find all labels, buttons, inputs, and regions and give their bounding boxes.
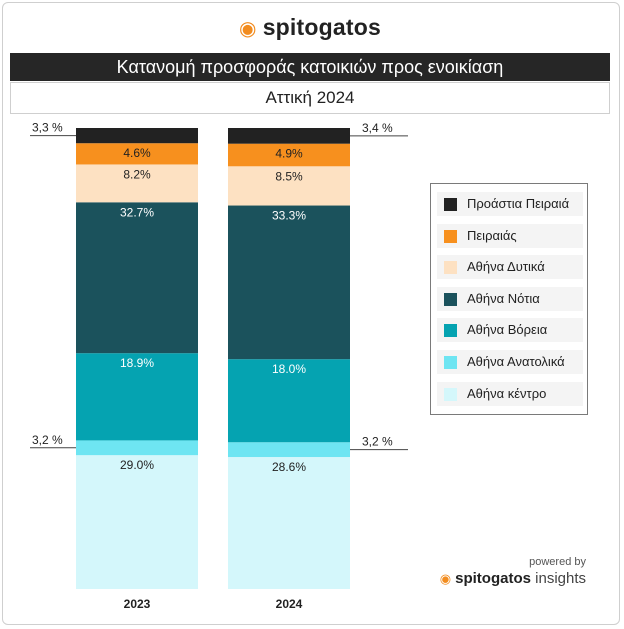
cat-icon: ◉ [239, 18, 257, 40]
bar-segment-2024-1 [228, 442, 350, 458]
data-label-2023-1: 3,2 % [32, 433, 63, 447]
legend-item: Αθήνα κέντρο [437, 381, 583, 406]
legend-item: Αθήνα Ανατολικά [437, 350, 583, 374]
bar-segment-2023-2 [76, 353, 198, 441]
bar-segment-2024-2 [228, 359, 350, 443]
bar-segment-2023-0 [76, 455, 198, 589]
legend-swatch [444, 356, 457, 369]
data-label-2023-6: 3,3 % [32, 121, 63, 135]
legend-label: Αθήνα Δυτικά [467, 259, 545, 275]
data-label-2024-0: 28.6% [272, 460, 306, 474]
bar-segment-2024-5 [228, 143, 350, 167]
powered-by-text: powered by [529, 556, 586, 568]
bar-segment-2023-1 [76, 440, 198, 456]
bar-segment-2023-4 [76, 164, 198, 203]
bar-segment-2023-5 [76, 143, 198, 165]
legend-item: Αθήνα Δυτικά [437, 255, 583, 280]
chart-title: Κατανομή προσφοράς κατοικιών προς ενοικί… [10, 53, 610, 81]
data-label-2024-3: 33.3% [272, 209, 306, 223]
insights-suffix: insights [535, 570, 586, 587]
data-label-2023-0: 29.0% [120, 458, 154, 472]
legend-swatch [444, 229, 457, 243]
legend-item: Αθήνα Βόρεια [437, 318, 583, 343]
chart-legend: Προάστια Πειραιά Πειραιάς Αθήνα Δυτικά Αθήν… [430, 183, 588, 415]
legend-item: Αθήνα Νότια [437, 286, 583, 311]
data-label-2023-3: 32.7% [120, 205, 154, 219]
chart-subtitle: Αττική 2024 [10, 82, 610, 114]
bar-segment-2023-3 [76, 202, 198, 354]
bar-segment-2024-3 [228, 205, 350, 360]
bar-segment-2024-4 [228, 166, 350, 206]
legend-label: Προάστια Πειραιά [467, 196, 570, 211]
spitogatos-logo: ◉ spitogatos [0, 14, 620, 41]
legend-label: Αθήνα Ανατολικά [467, 354, 565, 369]
legend-label: Αθήνα Νότια [467, 290, 540, 306]
legend-label: Αθήνα Βόρεια [467, 322, 548, 338]
legend-label: Πειραιάς [467, 227, 517, 243]
cat-icon: ◉ [439, 571, 452, 586]
data-label-2023-2: 18.9% [120, 356, 154, 370]
data-label-2024-2: 18.0% [272, 362, 306, 376]
legend-swatch [444, 324, 457, 338]
data-label-2024-6: 3,4 % [362, 121, 393, 135]
bar-segment-2023-6 [76, 128, 198, 144]
x-tick-label-2024: 2024 [276, 597, 303, 611]
bar-segment-2024-6 [228, 128, 350, 144]
insights-brand: spitogatos [455, 570, 531, 587]
data-label-2024-5: 4.9% [275, 147, 303, 161]
logo-text: spitogatos [262, 14, 381, 40]
data-label-2023-4: 8.2% [123, 167, 151, 181]
legend-label: Αθήνα κέντρο [467, 385, 547, 401]
data-label-2024-4: 8.5% [275, 169, 303, 183]
x-tick-label-2023: 2023 [124, 597, 151, 611]
spitogatos-insights-logo: ◉ spitogatos insights [0, 570, 586, 587]
legend-swatch [444, 387, 457, 401]
legend-item: Πειραιάς [437, 223, 583, 248]
bar-segment-2024-0 [228, 457, 350, 589]
legend-swatch [444, 261, 457, 275]
data-label-2024-1: 3,2 % [362, 435, 393, 449]
legend-swatch [444, 292, 457, 306]
data-label-2023-5: 4.6% [123, 146, 151, 160]
legend-swatch [444, 198, 457, 211]
legend-item: Προάστια Πειραιά [437, 192, 583, 216]
